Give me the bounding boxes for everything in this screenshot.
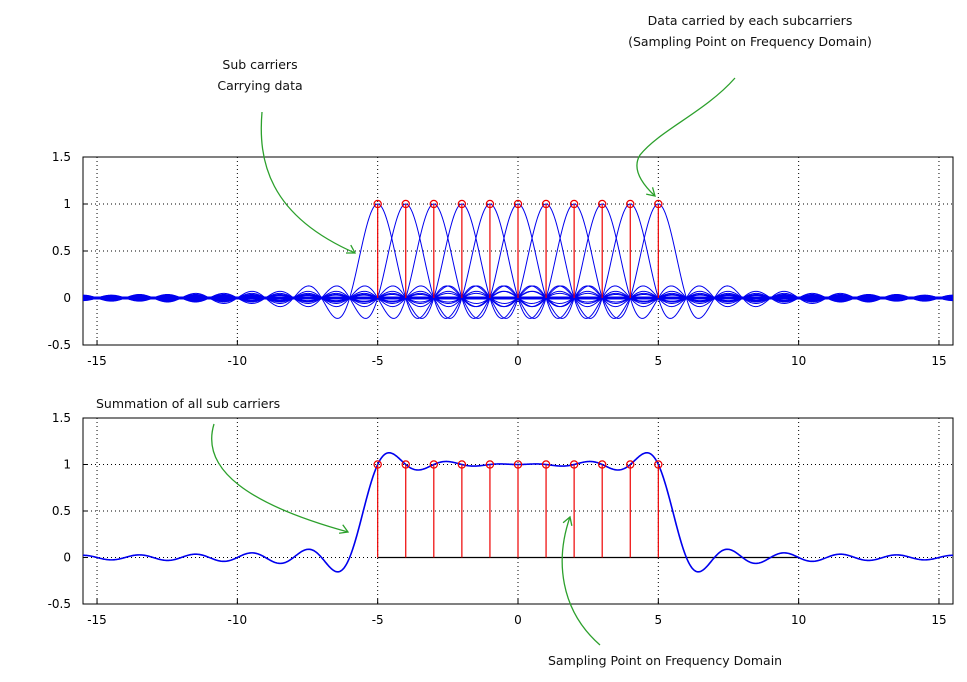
annotation-sampling: Sampling Point on Frequency Domain bbox=[548, 653, 783, 668]
stem-marker-6 bbox=[541, 460, 551, 469]
y-tick-label-0: -0.5 bbox=[48, 338, 71, 352]
stem-marker-7 bbox=[569, 460, 579, 469]
arrow-subcarriers-icon bbox=[260, 111, 357, 254]
stem-marker-3 bbox=[457, 460, 467, 469]
y-tick-label-0: -0.5 bbox=[48, 597, 71, 611]
y-tick-label-4: 1.5 bbox=[52, 411, 71, 425]
annotation-data-line1: Data carried by each subcarriers bbox=[647, 13, 853, 28]
x-tick-label-3: 0 bbox=[514, 354, 522, 368]
x-tick-label-5: 10 bbox=[791, 613, 806, 627]
annotation-subcarriers-line1: Sub carriers bbox=[222, 57, 298, 72]
x-tick-label-5: 10 bbox=[791, 354, 806, 368]
x-tick-label-2: -5 bbox=[372, 613, 384, 627]
stem-marker-9 bbox=[626, 199, 635, 209]
stem-marker-0 bbox=[373, 460, 382, 469]
stem-marker-1 bbox=[401, 460, 410, 469]
x-tick-label-4: 5 bbox=[655, 354, 663, 368]
x-tick-label-0: -15 bbox=[87, 613, 107, 627]
stem-marker-8 bbox=[597, 199, 607, 209]
y-tick-label-1: 0 bbox=[63, 551, 71, 565]
stem-marker-3 bbox=[457, 199, 467, 209]
x-tick-label-6: 15 bbox=[931, 354, 946, 368]
annotation-subcarriers: Sub carriers Carrying data bbox=[195, 54, 325, 96]
x-tick-label-2: -5 bbox=[372, 354, 384, 368]
y-tick-label-2: 0.5 bbox=[52, 504, 71, 518]
arrow-summation-icon bbox=[211, 423, 350, 534]
stem-marker-10 bbox=[654, 199, 663, 209]
stem-marker-10 bbox=[654, 460, 663, 469]
y-tick-label-3: 1 bbox=[63, 458, 71, 472]
arrow-data-icon bbox=[636, 77, 736, 197]
x-tick-label-0: -15 bbox=[87, 354, 107, 368]
y-tick-label-4: 1.5 bbox=[52, 150, 71, 164]
stem-marker-0 bbox=[373, 199, 382, 209]
x-tick-label-3: 0 bbox=[514, 613, 522, 627]
stem-marker-5 bbox=[513, 199, 523, 209]
x-tick-label-1: -10 bbox=[228, 613, 248, 627]
stem-marker-9 bbox=[626, 460, 635, 469]
x-tick-label-4: 5 bbox=[655, 613, 663, 627]
annotation-subcarriers-line2: Carrying data bbox=[217, 78, 303, 93]
stem-marker-1 bbox=[401, 199, 410, 209]
x-tick-label-6: 15 bbox=[931, 613, 946, 627]
arrow-sampling-icon bbox=[561, 515, 601, 646]
annotation-summation: Summation of all sub carriers bbox=[96, 396, 281, 411]
annotation-data-line2: (Sampling Point on Frequency Domain) bbox=[628, 34, 872, 49]
stem-marker-2 bbox=[429, 460, 439, 469]
stem-marker-8 bbox=[597, 460, 607, 469]
panel-1: -15 -10 -5 0 5 10 15 -0.5 0 0.5 1 1.5 bbox=[48, 150, 954, 368]
stem-marker-4 bbox=[485, 199, 495, 209]
stem-marker-6 bbox=[541, 199, 551, 209]
annotation-data-carried: Data carried by each subcarriers (Sampli… bbox=[575, 10, 925, 52]
panel-2: -15 -10 -5 0 5 10 15 -0.5 0 0.5 1 1.5 bbox=[48, 411, 954, 627]
stem-marker-4 bbox=[485, 460, 495, 469]
stem-marker-2 bbox=[429, 199, 439, 209]
y-tick-label-1: 0 bbox=[63, 291, 71, 305]
stem-marker-7 bbox=[569, 199, 579, 209]
y-tick-label-2: 0.5 bbox=[52, 244, 71, 258]
y-tick-label-3: 1 bbox=[63, 197, 71, 211]
stem-marker-5 bbox=[513, 460, 523, 469]
x-tick-label-1: -10 bbox=[228, 354, 248, 368]
